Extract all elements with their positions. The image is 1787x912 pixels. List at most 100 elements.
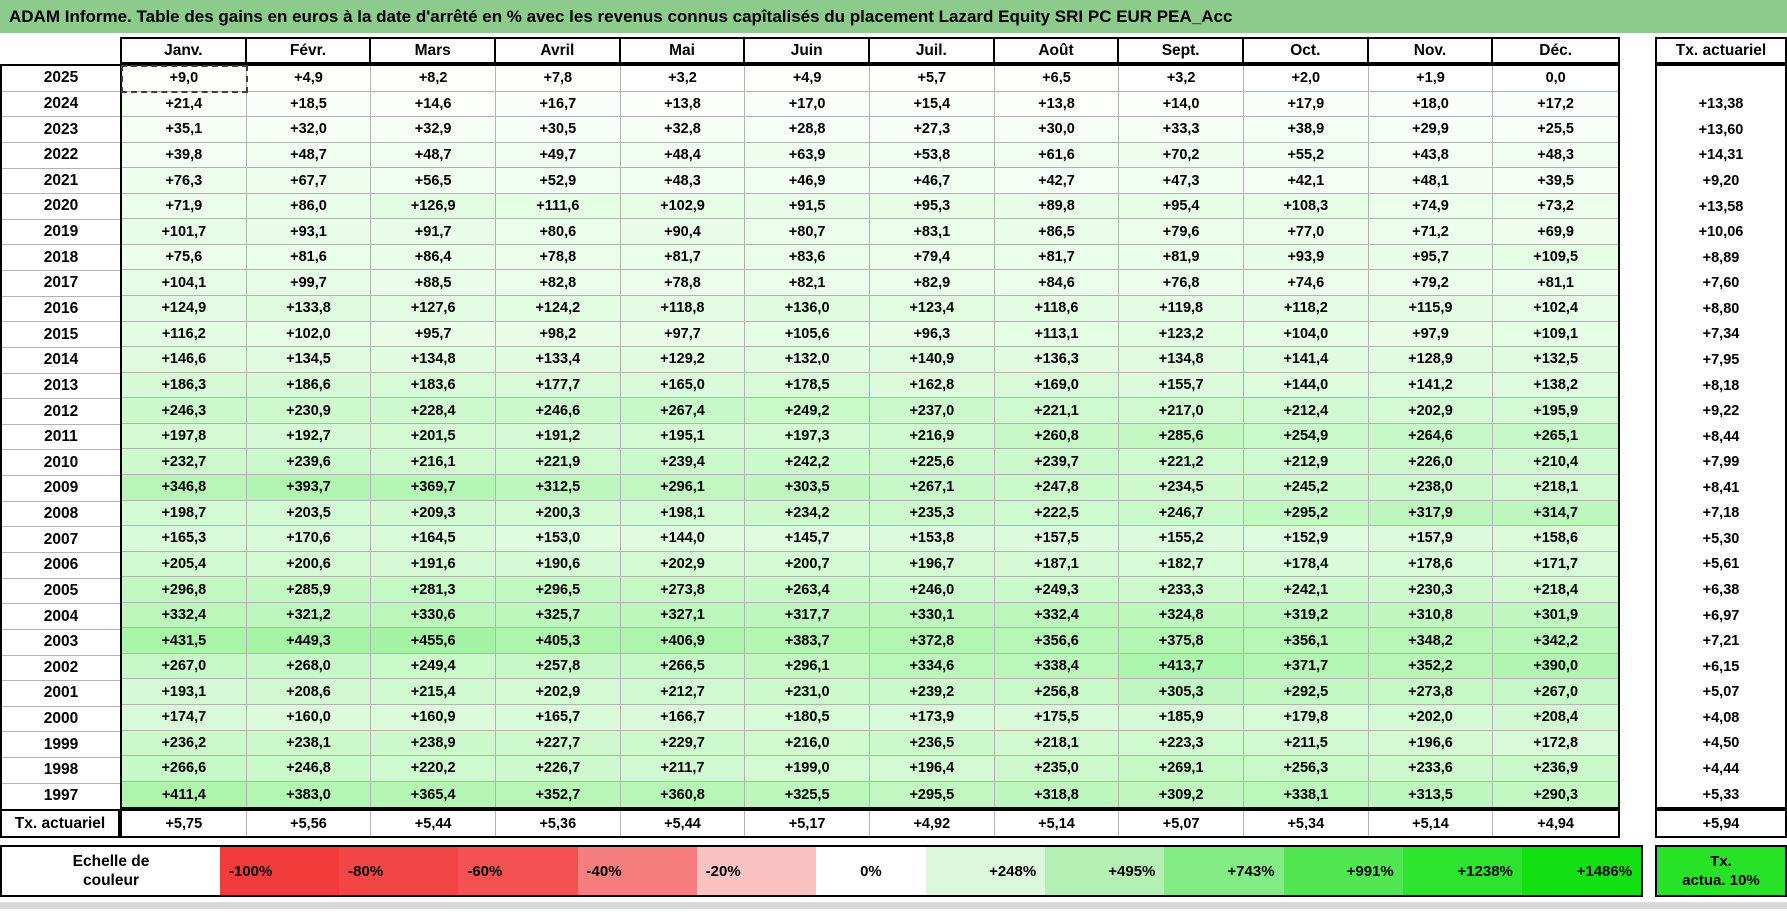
gain-cell[interactable]: +123,2 — [1119, 321, 1244, 348]
gain-cell[interactable]: +179,8 — [1243, 705, 1369, 731]
month-header-cell[interactable]: Mai — [621, 39, 746, 62]
gain-cell[interactable]: +273,8 — [1368, 679, 1494, 706]
gain-cell[interactable]: +102,0 — [246, 321, 372, 348]
tx-actuariel-value-cell[interactable]: +13,38 — [1698, 96, 1744, 113]
gain-cell[interactable]: +215,4 — [371, 679, 496, 706]
gain-cell[interactable]: +73,2 — [1493, 193, 1618, 220]
gain-cell[interactable]: +178,5 — [745, 372, 870, 399]
gain-cell[interactable]: +338,1 — [1243, 781, 1369, 808]
gain-cell[interactable]: +174,7 — [122, 705, 247, 731]
gain-cell[interactable]: +80,6 — [495, 219, 621, 245]
gain-cell[interactable]: +82,9 — [869, 270, 995, 297]
gain-cell[interactable]: +285,9 — [246, 577, 372, 603]
gain-cell[interactable]: +249,4 — [371, 653, 496, 680]
tx-row-cell[interactable]: +5,36 — [496, 811, 621, 837]
gain-cell[interactable]: +48,1 — [1368, 168, 1494, 194]
gain-cell[interactable]: +162,8 — [869, 372, 995, 399]
gain-cell[interactable]: +3,2 — [1119, 66, 1244, 92]
gain-cell[interactable]: +203,5 — [246, 500, 372, 527]
gain-cell[interactable]: +200,3 — [495, 500, 621, 527]
gain-cell[interactable]: +76,8 — [1119, 270, 1244, 297]
gain-cell[interactable]: +39,5 — [1493, 168, 1618, 194]
gain-cell[interactable]: +314,7 — [1493, 500, 1618, 527]
color-scale-segment[interactable]: +991% — [1283, 847, 1403, 895]
gain-cell[interactable]: +197,3 — [745, 423, 870, 450]
tx-actuariel-value-cell[interactable]: +4,44 — [1702, 760, 1740, 777]
gain-cell[interactable]: +348,2 — [1368, 628, 1494, 654]
gain-cell[interactable]: +223,3 — [1119, 730, 1244, 757]
gain-cell[interactable]: +21,4 — [122, 91, 247, 118]
tx-actuariel-value-cell[interactable]: +7,18 — [1702, 505, 1740, 522]
gain-cell[interactable]: +48,7 — [371, 142, 496, 169]
gain-cell[interactable]: +325,7 — [495, 602, 621, 629]
gain-cell[interactable]: +295,2 — [1243, 500, 1369, 527]
gain-cell[interactable]: 0,0 — [1493, 66, 1618, 92]
gain-cell[interactable]: +118,2 — [1243, 296, 1369, 322]
gain-cell[interactable]: +202,9 — [620, 551, 746, 578]
gain-cell[interactable]: +242,2 — [745, 449, 870, 475]
year-cell[interactable]: 2018 — [2, 245, 120, 272]
gain-cell[interactable]: +225,6 — [869, 449, 995, 475]
gain-cell[interactable]: +221,1 — [994, 398, 1120, 424]
gain-cell[interactable]: +48,7 — [246, 142, 372, 169]
gain-cell[interactable]: +155,7 — [1119, 372, 1244, 399]
year-cell[interactable]: 2022 — [2, 142, 120, 169]
gain-cell[interactable]: +406,9 — [620, 628, 746, 654]
gain-cell[interactable]: +82,1 — [745, 270, 870, 297]
gain-cell[interactable]: +285,6 — [1119, 423, 1244, 450]
gain-cell[interactable]: +136,3 — [994, 347, 1120, 373]
gain-cell[interactable]: +49,7 — [495, 142, 621, 169]
gain-cell[interactable]: +46,7 — [869, 168, 995, 194]
gain-cell[interactable]: +136,0 — [745, 296, 870, 322]
gain-cell[interactable]: +63,9 — [745, 142, 870, 169]
gain-cell[interactable]: +78,8 — [495, 244, 621, 271]
gain-cell[interactable]: +202,9 — [1368, 398, 1494, 424]
gain-cell[interactable]: +118,6 — [994, 296, 1120, 322]
month-header-cell[interactable]: Janv. — [122, 39, 247, 62]
gain-cell[interactable]: +257,8 — [495, 653, 621, 680]
gain-cell[interactable]: +312,5 — [495, 474, 621, 501]
gain-cell[interactable]: +177,7 — [495, 372, 621, 399]
gain-cell[interactable]: +260,8 — [994, 423, 1120, 450]
gain-cell[interactable]: +138,2 — [1493, 372, 1618, 399]
gain-cell[interactable]: +431,5 — [122, 628, 247, 654]
gain-cell[interactable]: +256,3 — [1243, 756, 1369, 782]
gain-cell[interactable]: +48,3 — [1493, 142, 1618, 169]
gain-cell[interactable]: +96,3 — [869, 321, 995, 348]
gain-cell[interactable]: +144,0 — [1243, 372, 1369, 399]
gain-cell[interactable]: +202,9 — [495, 679, 621, 706]
year-cell[interactable]: 1997 — [2, 783, 120, 810]
gain-cell[interactable]: +134,8 — [1119, 347, 1244, 373]
gain-cell[interactable]: +245,2 — [1243, 474, 1369, 501]
gain-cell[interactable]: +30,0 — [994, 117, 1120, 143]
gain-cell[interactable]: +81,6 — [246, 244, 372, 271]
tx-row-cell[interactable]: +5,44 — [621, 811, 746, 837]
gain-cell[interactable]: +212,4 — [1243, 398, 1369, 424]
gain-cell[interactable]: +16,7 — [495, 91, 621, 118]
gain-cell[interactable]: +105,6 — [745, 321, 870, 348]
gain-cell[interactable]: +141,4 — [1243, 347, 1369, 373]
gain-cell[interactable]: +356,1 — [1243, 628, 1369, 654]
gain-cell[interactable]: +152,9 — [1243, 526, 1369, 552]
gain-cell[interactable]: +86,4 — [371, 244, 496, 271]
gain-cell[interactable]: +295,5 — [869, 781, 995, 808]
gain-cell[interactable]: +226,0 — [1368, 449, 1494, 475]
gain-cell[interactable]: +342,2 — [1493, 628, 1618, 654]
year-cell[interactable]: 2010 — [2, 450, 120, 477]
gain-cell[interactable]: +249,3 — [994, 577, 1120, 603]
color-scale-segment[interactable]: +1238% — [1402, 847, 1522, 895]
gain-cell[interactable]: +356,6 — [994, 628, 1120, 654]
gain-cell[interactable]: +319,2 — [1243, 602, 1369, 629]
tx-actuariel-value-cell[interactable]: +8,41 — [1702, 479, 1740, 496]
gain-cell[interactable]: +129,2 — [620, 347, 746, 373]
gain-cell[interactable]: +242,1 — [1243, 577, 1369, 603]
gain-cell[interactable]: +172,8 — [1493, 730, 1618, 757]
month-header-cell[interactable]: Oct. — [1244, 39, 1369, 62]
gain-cell[interactable]: +14,6 — [371, 91, 496, 118]
gain-cell[interactable]: +190,6 — [495, 551, 621, 578]
gain-cell[interactable]: +249,2 — [745, 398, 870, 424]
year-cell[interactable]: 2006 — [2, 552, 120, 579]
month-header-cell[interactable]: Sept. — [1119, 39, 1244, 62]
year-cell[interactable]: 2014 — [2, 347, 120, 374]
gain-cell[interactable]: +237,0 — [869, 398, 995, 424]
